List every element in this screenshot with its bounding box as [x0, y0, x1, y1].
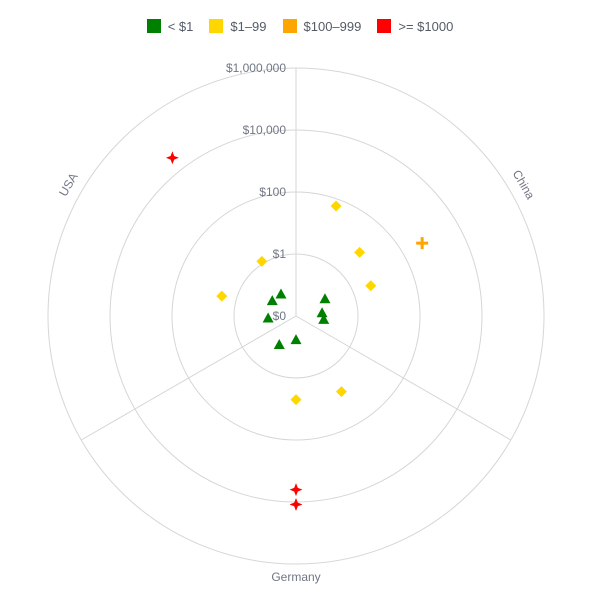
marker-diamond — [335, 386, 347, 398]
angular-category-label: USA — [56, 170, 80, 198]
radial-tick-label: $0 — [273, 309, 287, 323]
marker-triangle — [290, 334, 302, 345]
marker-triangle — [266, 295, 278, 306]
marker-triangle — [319, 293, 331, 304]
sector-spoke — [295, 315, 512, 441]
marker-diamond — [216, 290, 228, 302]
marker-triangle — [262, 312, 274, 323]
marker-triangle — [273, 338, 285, 349]
marker-diamond — [330, 200, 342, 212]
marker-diamond — [354, 246, 366, 258]
legend-item-1000-plus[interactable]: >= $1000 — [377, 19, 453, 34]
legend-label-1000-plus: >= $1000 — [398, 18, 454, 34]
legend-swatch-under-1 — [146, 19, 161, 33]
radial-tick-label: $1,000,000 — [226, 61, 286, 75]
marker-cross — [416, 237, 429, 250]
radial-tick-label: $1 — [273, 247, 287, 261]
sector-spoke — [80, 315, 297, 441]
marker-diamond — [365, 280, 377, 292]
radial-tick-label: $10,000 — [243, 123, 287, 137]
legend-label-100-999: $100–999 — [303, 18, 362, 34]
legend: < $1 $1–99 $100–999 >= $1000 — [0, 16, 600, 36]
marker-diamond — [290, 394, 302, 406]
marker-star-diamond — [289, 483, 303, 497]
marker-triangle — [275, 288, 287, 299]
legend-label-1-99: $1–99 — [230, 18, 267, 34]
marker-triangle — [318, 313, 330, 324]
legend-item-100-999[interactable]: $100–999 — [282, 18, 362, 34]
legend-swatch-1000-plus — [377, 19, 392, 33]
legend-item-under-1[interactable]: < $1 — [146, 18, 194, 34]
angular-category-label: Germany — [271, 570, 320, 584]
marker-diamond — [256, 255, 268, 267]
legend-swatch-100-999 — [282, 19, 297, 33]
legend-swatch-1-99 — [209, 19, 224, 33]
marker-triangle — [316, 307, 328, 318]
marker-star-diamond — [165, 151, 179, 165]
legend-item-1-99[interactable]: $1–99 — [209, 18, 267, 34]
marker-star-diamond — [289, 497, 303, 511]
radial-tick-label: $100 — [259, 185, 286, 199]
legend-label-under-1: < $1 — [167, 18, 194, 34]
